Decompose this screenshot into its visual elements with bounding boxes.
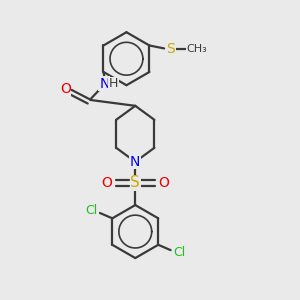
Text: S: S	[166, 42, 175, 56]
Text: S: S	[130, 176, 140, 190]
Text: N: N	[99, 77, 110, 91]
Text: H: H	[109, 77, 118, 90]
Text: O: O	[60, 82, 71, 96]
Text: Cl: Cl	[173, 246, 186, 259]
Text: O: O	[102, 176, 112, 190]
Text: CH₃: CH₃	[186, 44, 207, 54]
Text: Cl: Cl	[85, 204, 97, 217]
Text: O: O	[158, 176, 169, 190]
Text: N: N	[130, 155, 140, 169]
